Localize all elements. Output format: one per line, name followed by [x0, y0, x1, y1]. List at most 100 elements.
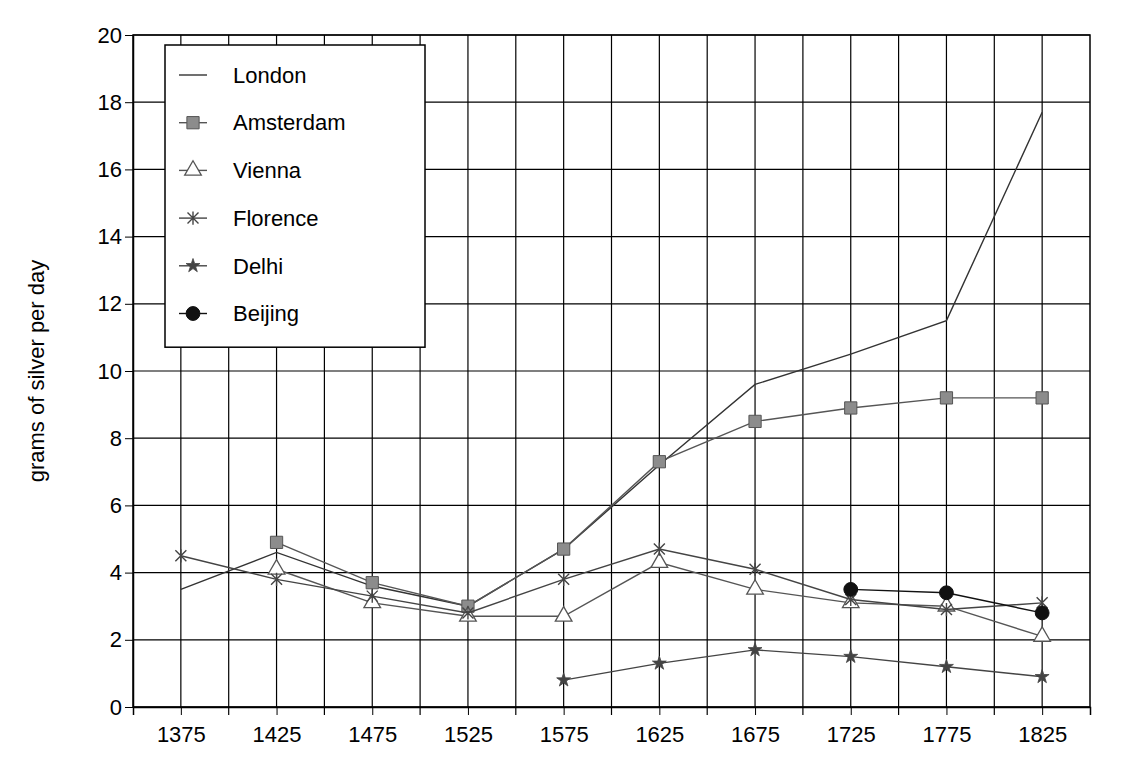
- plot-frame: [133, 35, 1090, 707]
- y-tick-label: 4: [110, 560, 122, 585]
- y-tick: 6: [110, 493, 133, 518]
- x-tick: 1525: [444, 707, 493, 747]
- y-tick: 0: [110, 695, 133, 720]
- point: [654, 542, 665, 555]
- chart: 1375 1425 1475 1525 1575 1625 1675 1725 1775 1825…: [0, 0, 1124, 779]
- series: [270, 392, 1048, 613]
- x-tick-mark: [564, 707, 565, 715]
- legend-entry: London: [179, 63, 306, 88]
- y-tick-label: 8: [110, 426, 122, 451]
- y-tick-mark: [125, 35, 133, 36]
- y-tick: 12: [98, 291, 133, 316]
- y-axis-title: grams of silver per day: [24, 260, 49, 483]
- legend-box: [165, 45, 425, 347]
- y-tick: 8: [110, 426, 133, 451]
- point: [844, 582, 858, 596]
- point: [1035, 669, 1049, 682]
- point: [1034, 627, 1051, 641]
- y-tick-mark: [125, 640, 133, 641]
- legend-label: London: [233, 63, 306, 88]
- x-tick: 1575: [540, 707, 589, 747]
- x-tick-label: 1425: [253, 722, 302, 747]
- x-tick-mark: [181, 707, 182, 715]
- legend-marker: [186, 307, 200, 321]
- legend-entry: Florence: [179, 206, 319, 231]
- y-tick-label: 16: [98, 157, 122, 182]
- x-tick: 1725: [827, 707, 876, 747]
- minor-grid-line: [611, 35, 612, 715]
- point: [747, 580, 764, 594]
- y-tick-label: 14: [98, 224, 122, 249]
- legend: London Amsterdam Vienna Florence Delhi Beijin…: [165, 45, 425, 347]
- y-tick: 16: [98, 157, 133, 182]
- legend-label: Delhi: [233, 254, 283, 279]
- point: [558, 573, 569, 586]
- y-tick-label: 0: [110, 695, 122, 720]
- point: [367, 590, 378, 603]
- legend-entry: Amsterdam: [179, 110, 345, 135]
- y-tick-mark: [125, 304, 133, 305]
- minor-grid-line: [802, 35, 803, 715]
- series: [268, 553, 1050, 641]
- legend-label: Beijing: [233, 301, 299, 326]
- y-tick-mark: [125, 102, 133, 103]
- point: [558, 543, 570, 555]
- point: [270, 536, 282, 548]
- series-line: [277, 398, 1043, 606]
- x-tick-label: 1675: [731, 722, 780, 747]
- x-tick-label: 1775: [922, 722, 971, 747]
- x-tick-label: 1475: [348, 722, 397, 747]
- point: [175, 549, 186, 562]
- x-tick-mark: [1042, 707, 1043, 715]
- point: [1036, 392, 1048, 404]
- point: [557, 673, 571, 686]
- legend-label: Florence: [233, 206, 319, 231]
- point: [941, 603, 952, 616]
- x-axis: 1375 1425 1475 1525 1575 1625 1675 1725 1775 1825: [134, 707, 1091, 747]
- x-tick: 1825: [1018, 707, 1067, 747]
- y-tick-mark: [125, 707, 133, 708]
- legend-marker: [187, 117, 199, 129]
- x-tick-mark: [946, 707, 947, 715]
- series: [175, 542, 1047, 619]
- series: [844, 582, 1049, 619]
- point: [653, 456, 665, 468]
- y-axis: 02468101214161820: [98, 23, 134, 720]
- grid-line: [754, 35, 755, 707]
- y-tick-mark: [125, 505, 133, 506]
- point: [940, 392, 952, 404]
- x-tick: 1475: [348, 707, 397, 747]
- legend-entry: Vienna: [179, 158, 302, 183]
- x-tick-label: 1575: [540, 722, 589, 747]
- point: [555, 607, 572, 621]
- x-tick-label: 1625: [635, 722, 684, 747]
- x-tick-mark: [372, 707, 373, 715]
- x-tick-mark: [468, 707, 469, 715]
- point: [939, 659, 953, 672]
- legend-marker: [188, 212, 199, 225]
- y-tick-label: 18: [98, 90, 122, 115]
- y-tick: 4: [110, 560, 133, 585]
- series: [557, 643, 1049, 686]
- point: [940, 586, 954, 600]
- legend-label: Amsterdam: [233, 110, 345, 135]
- y-tick-mark: [125, 371, 133, 372]
- x-tick-label: 1375: [157, 722, 206, 747]
- series-line: [181, 549, 1042, 613]
- x-tick-mark: [277, 707, 278, 715]
- legend-marker: [186, 258, 200, 271]
- x-tick-label: 1525: [444, 722, 493, 747]
- point: [366, 577, 378, 589]
- y-tick-label: 12: [98, 291, 122, 316]
- y-tick-mark: [125, 438, 133, 439]
- x-tick-mark: [659, 707, 660, 715]
- y-tick-mark: [125, 237, 133, 238]
- x-tick: 1375: [157, 707, 206, 747]
- grid-line: [659, 35, 660, 707]
- legend-entry: Delhi: [179, 254, 283, 279]
- minor-grid-line: [898, 35, 899, 715]
- point: [845, 402, 857, 414]
- x-tick-mark: [755, 707, 756, 715]
- x-tick: 1625: [635, 707, 684, 747]
- point: [462, 606, 473, 619]
